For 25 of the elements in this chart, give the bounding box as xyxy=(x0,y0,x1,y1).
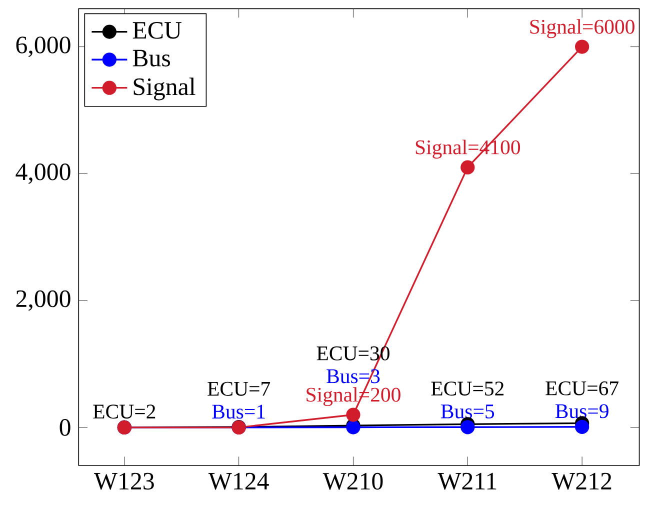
y-tick-label: 6,000 xyxy=(16,36,70,57)
point xyxy=(460,160,475,174)
data-label: Bus=1 xyxy=(212,404,265,419)
y-tick-label: 2,000 xyxy=(16,290,70,311)
legend-label: Signal xyxy=(134,78,196,100)
x-tick-label: W124 xyxy=(208,472,269,490)
x-tick-label: W210 xyxy=(322,472,383,490)
legend-label: Bus xyxy=(132,50,170,66)
point xyxy=(460,420,475,434)
x-tick-label: W211 xyxy=(438,472,496,490)
y-tick-label: 0 xyxy=(60,419,70,436)
data-label: ECU=7 xyxy=(208,382,270,396)
legend-label: ECU xyxy=(132,22,182,39)
x-tick-label: W212 xyxy=(552,472,612,490)
x-tick-label: W123 xyxy=(94,472,154,490)
data-label: Signal=6000 xyxy=(530,19,634,38)
data-label: Bus=9 xyxy=(555,404,608,418)
point xyxy=(346,408,360,422)
point xyxy=(575,40,590,54)
data-label: ECU=52 xyxy=(431,382,504,396)
y-tick-label: 4,000 xyxy=(16,163,70,184)
data-label: ECU=2 xyxy=(93,404,156,419)
data-label: Bus=5 xyxy=(441,404,494,418)
point xyxy=(575,420,590,434)
data-label: ECU=67 xyxy=(546,381,618,396)
